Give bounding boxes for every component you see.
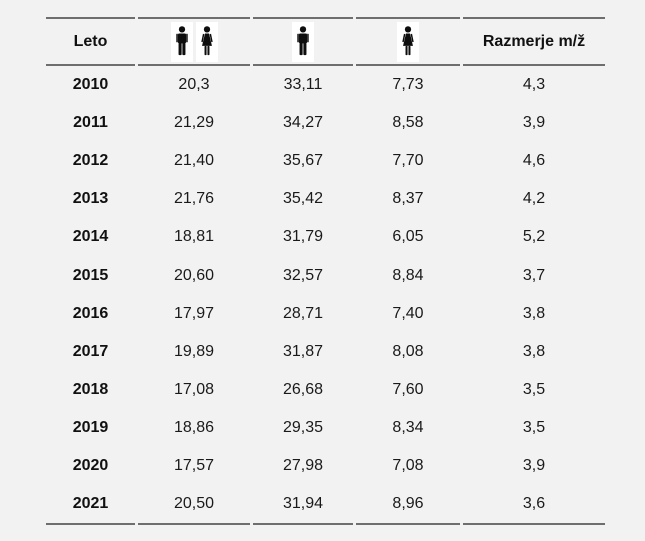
ratio-cell: 3,6 (463, 485, 605, 526)
year-cell: 2020 (72, 456, 109, 474)
male-cell: 31,79 (282, 228, 324, 246)
table-row: 2011 21,29 34,27 8,58 3,9 (46, 104, 605, 142)
male-cell: 35,67 (282, 152, 324, 170)
male-cell: 34,27 (282, 114, 324, 132)
header-row: Leto Razmerje m/ž (46, 17, 605, 66)
year-cell: 2021 (46, 485, 135, 526)
year-cell: 2014 (72, 228, 109, 246)
male-cell: 29,35 (282, 418, 324, 436)
table-row: 2018 17,08 26,68 7,60 3,5 (46, 371, 605, 409)
table-row: 2017 19,89 31,87 8,08 3,8 (46, 333, 605, 371)
column-header-male (253, 17, 353, 66)
table-row: 2021 20,50 31,94 8,96 3,6 (46, 485, 605, 526)
total-cell: 20,60 (173, 266, 215, 284)
total-cell: 18,86 (173, 418, 215, 436)
table-row: 2019 18,86 29,35 8,34 3,5 (46, 409, 605, 447)
female-icon (397, 21, 419, 62)
total-cell: 21,29 (173, 114, 215, 132)
total-cell: 17,97 (173, 304, 215, 322)
total-cell: 18,81 (173, 228, 215, 246)
total-cell: 21,76 (173, 190, 215, 208)
female-cell: 7,73 (392, 76, 424, 94)
female-cell: 8,37 (392, 190, 424, 208)
male-cell: 35,42 (282, 190, 324, 208)
table-row: 2013 21,76 35,42 8,37 4,2 (46, 180, 605, 218)
year-cell: 2018 (72, 380, 109, 398)
total-cell: 20,50 (138, 485, 250, 526)
ratio-cell: 3,8 (522, 304, 546, 322)
male-icon (170, 21, 193, 62)
year-cell: 2010 (72, 76, 109, 94)
female-cell: 8,84 (392, 266, 424, 284)
ratio-cell: 3,9 (522, 114, 546, 132)
year-cell: 2016 (72, 304, 109, 322)
table-row: 2010 20,3 33,11 7,73 4,3 (46, 66, 605, 104)
male-cell: 28,71 (282, 304, 324, 322)
total-cell: 20,3 (178, 76, 210, 94)
male-cell: 31,94 (253, 485, 353, 526)
table-body: 2010 20,3 33,11 7,73 4,3 2011 21,29 34,27 8,58 3,… (46, 66, 605, 526)
ratio-column-label: Razmerje m/ž (482, 32, 586, 50)
male-cell: 32,57 (282, 266, 324, 284)
table-row: 2012 21,40 35,67 7,70 4,6 (46, 142, 605, 180)
male-cell: 33,11 (283, 76, 323, 94)
female-cell: 8,58 (392, 114, 424, 132)
year-cell: 2019 (72, 418, 109, 436)
year-cell: 2013 (72, 190, 109, 208)
female-cell: 7,60 (392, 380, 424, 398)
statistics-table: Leto Razmerje m/ž 2010 20,3 33,11 7,73 4,3 20… (43, 17, 608, 526)
column-header-ratio: Razmerje m/ž (463, 17, 605, 66)
column-header-female (356, 17, 460, 66)
female-cell: 8,08 (392, 342, 424, 360)
female-icon (195, 21, 218, 62)
ratio-cell: 3,9 (522, 456, 546, 474)
column-header-year: Leto (46, 17, 135, 66)
female-cell: 8,34 (392, 418, 424, 436)
table-row: 2016 17,97 28,71 7,40 3,8 (46, 295, 605, 333)
ratio-cell: 3,7 (522, 266, 546, 284)
year-cell: 2011 (73, 114, 108, 132)
ratio-cell: 3,8 (522, 342, 546, 360)
year-column-label: Leto (73, 32, 108, 50)
female-cell: 8,96 (356, 485, 460, 526)
total-cell: 19,89 (173, 342, 215, 360)
female-cell: 7,08 (392, 456, 424, 474)
year-cell: 2017 (72, 342, 109, 360)
male-cell: 26,68 (282, 380, 324, 398)
table-row: 2014 18,81 31,79 6,05 5,2 (46, 218, 605, 256)
male-cell: 31,87 (282, 342, 324, 360)
year-cell: 2012 (72, 152, 109, 170)
total-cell: 17,57 (173, 456, 215, 474)
table-row: 2015 20,60 32,57 8,84 3,7 (46, 256, 605, 294)
total-cell: 21,40 (173, 152, 215, 170)
total-cell: 17,08 (173, 380, 215, 398)
ratio-cell: 4,6 (522, 152, 546, 170)
female-cell: 6,05 (392, 228, 424, 246)
ratio-cell: 4,3 (522, 76, 546, 94)
male-cell: 27,98 (282, 456, 324, 474)
ratio-cell: 5,2 (522, 228, 546, 246)
column-header-total (138, 17, 250, 66)
ratio-cell: 4,2 (522, 190, 546, 208)
ratio-cell: 3,5 (522, 418, 546, 436)
male-icon (292, 21, 314, 62)
table-row: 2020 17,57 27,98 7,08 3,9 (46, 447, 605, 485)
ratio-cell: 3,5 (522, 380, 546, 398)
female-cell: 7,70 (392, 152, 424, 170)
year-cell: 2015 (72, 266, 109, 284)
female-cell: 7,40 (392, 304, 424, 322)
